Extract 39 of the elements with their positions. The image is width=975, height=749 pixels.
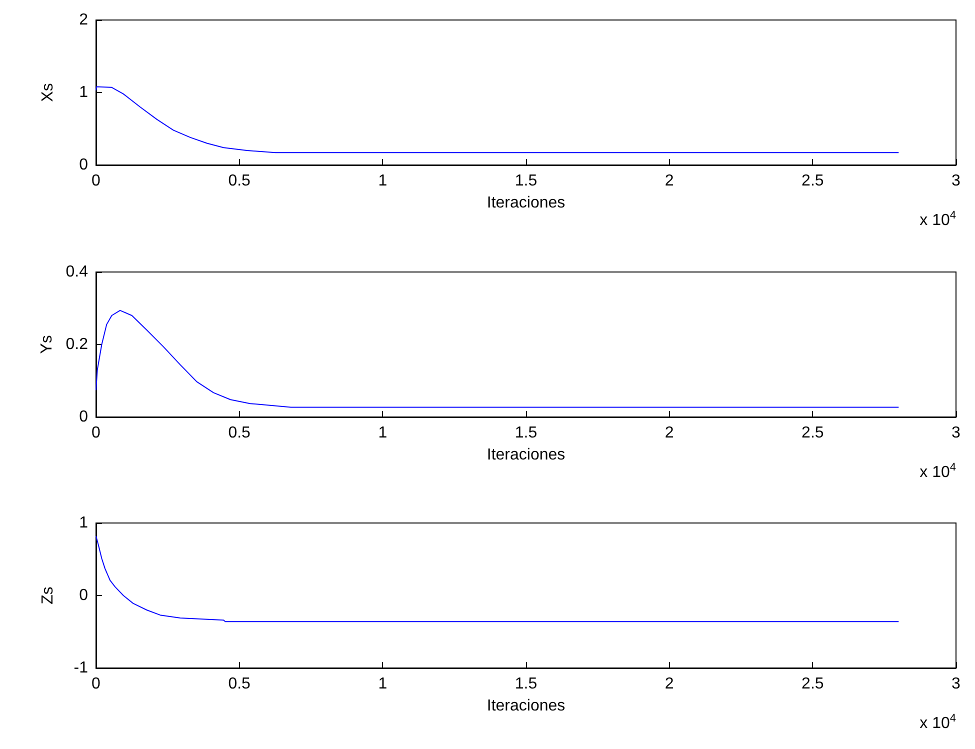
x-tick-label: 3	[952, 676, 961, 692]
x-tick-label: 1	[378, 676, 388, 692]
y-tick-label: 0	[79, 408, 88, 425]
line-series	[96, 536, 900, 622]
x-tick-label: 1.5	[514, 424, 538, 441]
y-tick-label: 0	[79, 587, 88, 604]
y-tick-label: -1	[74, 660, 88, 676]
x-tick-label: 0.5	[228, 424, 251, 441]
y-tick-label: 0.4	[66, 263, 88, 280]
y-tick-label: 1	[79, 514, 88, 532]
x-tick-label: 2.5	[802, 424, 824, 441]
x-axis-title: Iteraciones	[486, 698, 566, 714]
x-tick-label: 2	[664, 172, 674, 190]
y-tick-label: 0	[79, 156, 88, 174]
y-tick-label: 0.2	[66, 336, 88, 352]
x-tick-label: 3	[952, 172, 961, 190]
y-axis-title: Ys	[38, 334, 56, 354]
y-axis-title: Zs	[40, 586, 56, 604]
x-axis-title: Iteraciones	[486, 194, 566, 212]
x-tick-label: 2	[664, 424, 674, 441]
line-series	[96, 86, 900, 154]
x-tick-label: 1	[378, 172, 388, 190]
x-tick-label: 0.5	[228, 676, 251, 692]
x-tick-label: 2.5	[802, 676, 824, 692]
x-tick-label: 2.5	[802, 172, 824, 190]
y-axis-title: Xs	[40, 83, 56, 102]
line-series	[96, 309, 900, 408]
x-tick-label: 0	[92, 676, 101, 692]
x-tick-label: 1.5	[514, 172, 538, 190]
y-tick-label: 1	[79, 84, 88, 101]
y-tick-label: 2	[79, 12, 88, 28]
x-tick-label: 0	[92, 424, 101, 441]
x-tick-label: 2	[664, 676, 674, 692]
x-tick-label: 0	[92, 172, 101, 190]
x-tick-label: 1.5	[514, 676, 538, 692]
x-tick-label: 1	[378, 424, 388, 441]
x-tick-label: 3	[952, 424, 961, 441]
x-tick-label: 0.5	[228, 172, 251, 190]
x-axis-title: Iteraciones	[486, 446, 566, 463]
